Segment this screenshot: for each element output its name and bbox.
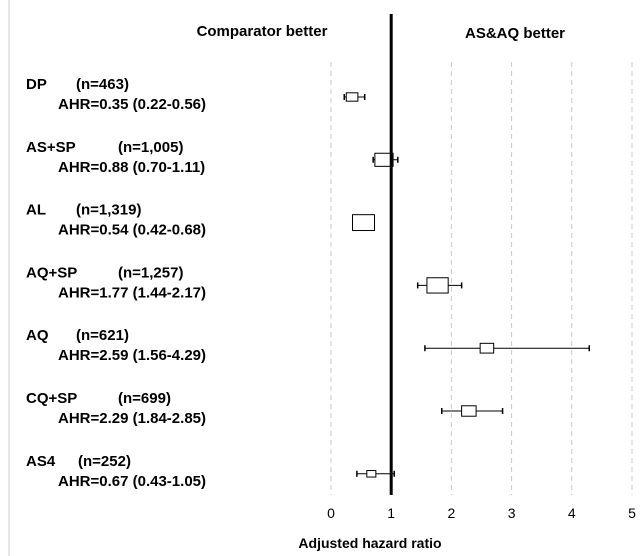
- x-tick-label: 5: [628, 505, 636, 521]
- forest-row: AS+SP (n=1,005) AHR=0.88 (0.70-1.11): [26, 139, 399, 176]
- row-ahr-text: AHR=2.59 (1.56-4.29): [58, 347, 206, 364]
- forest-row: AQ+SP (n=1,257) AHR=1.77 (1.44-2.17): [26, 264, 463, 301]
- forest-row: AQ (n=621) AHR=2.59 (1.56-4.29): [26, 327, 591, 364]
- point-estimate-box: [479, 342, 495, 354]
- row-ahr-text: AHR=0.88 (0.70-1.11): [58, 159, 205, 176]
- x-tick-label: 4: [568, 505, 576, 521]
- point-estimate-box: [374, 152, 394, 167]
- row-ahr-text: AHR=0.54 (0.42-0.68): [58, 222, 206, 239]
- point-estimate-box: [426, 277, 449, 294]
- grid-lines: [330, 62, 633, 495]
- row-sample-size: (n=1,257): [118, 264, 183, 281]
- row-sample-size: (n=1,319): [76, 202, 141, 219]
- row-ahr-text: AHR=1.77 (1.44-2.17): [58, 284, 206, 301]
- forest-rows: DP (n=463) AHR=0.35 (0.22-0.56) AS+SP (n=1,0…: [26, 76, 591, 490]
- header-comparator-better: Comparator better: [197, 23, 328, 40]
- x-tick-label: 2: [448, 505, 456, 521]
- forest-row: AL (n=1,319) AHR=0.54 (0.42-0.68): [26, 202, 376, 239]
- row-sample-size: (n=252): [78, 453, 131, 470]
- point-estimate-box: [461, 405, 477, 417]
- point-estimate-box: [352, 214, 376, 232]
- row-ahr-text: AHR=0.35 (0.22-0.56): [58, 96, 206, 113]
- row-sample-size: (n=621): [76, 327, 129, 344]
- forest-row: DP (n=463) AHR=0.35 (0.22-0.56): [26, 76, 366, 113]
- x-tick-label: 0: [327, 505, 335, 521]
- x-tick-label: 3: [508, 505, 516, 521]
- row-ahr-text: AHR=0.67 (0.43-1.05): [58, 473, 206, 490]
- point-estimate-box: [366, 470, 377, 478]
- header-as-aq-better: AS&AQ better: [465, 25, 565, 42]
- row-ahr-text: AHR=2.29 (1.84-2.85): [58, 410, 206, 427]
- x-axis-ticks: 0 1 2 3 4 5: [327, 505, 636, 521]
- forest-row: AS4 (n=252) AHR=0.67 (0.43-1.05): [26, 453, 395, 490]
- row-name: AQ: [26, 327, 49, 344]
- x-axis-title: Adjusted hazard ratio: [298, 535, 441, 551]
- row-sample-size: (n=699): [118, 390, 171, 407]
- row-name: AL: [26, 202, 46, 219]
- row-sample-size: (n=1,005): [118, 139, 183, 156]
- row-name: CQ+SP: [26, 390, 77, 407]
- row-name: AS4: [26, 453, 56, 470]
- x-tick-label: 1: [387, 505, 395, 521]
- forest-row: CQ+SP (n=699) AHR=2.29 (1.84-2.85): [26, 390, 504, 427]
- row-name: AS+SP: [26, 139, 76, 156]
- row-name: AQ+SP: [26, 264, 77, 281]
- row-sample-size: (n=463): [76, 76, 129, 93]
- point-estimate-box: [345, 92, 359, 102]
- row-name: DP: [26, 76, 47, 93]
